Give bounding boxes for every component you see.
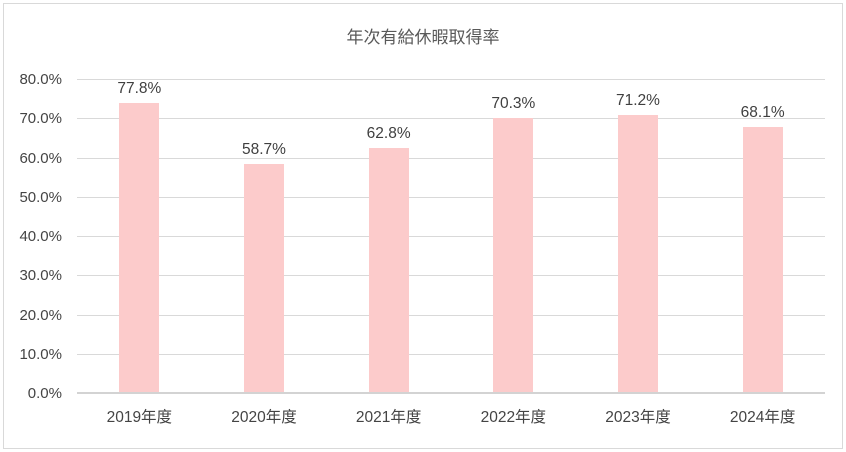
y-axis-tick-label: 20.0% xyxy=(19,306,62,324)
bar xyxy=(617,114,658,394)
bar-slot: 71.2% xyxy=(576,80,701,394)
bar-value-label: 58.7% xyxy=(242,140,286,158)
gridline xyxy=(77,236,825,237)
bar-value-label: 71.2% xyxy=(616,91,660,109)
bar xyxy=(119,103,160,394)
plot-area: 77.8% 58.7% 62.8% 70.3% 71.2% 68.1% xyxy=(77,79,825,394)
bar xyxy=(742,126,783,394)
gridline xyxy=(77,79,825,80)
bar-value-label: 70.3% xyxy=(491,95,536,113)
x-axis-tick-label: 2022年度 xyxy=(480,409,547,426)
bar xyxy=(243,163,284,394)
bar-slot: 62.8% xyxy=(326,80,451,394)
gridline xyxy=(77,353,825,355)
bar xyxy=(493,118,534,394)
bar-slot: 58.7% xyxy=(202,80,327,394)
bar-slot: 70.3% xyxy=(451,80,576,394)
chart-title: 年次有給休暇取得率 xyxy=(346,28,500,47)
gridline xyxy=(77,196,825,198)
y-axis-tick-label: 60.0% xyxy=(19,149,62,167)
x-axis: 2019年度 2020年度 2021年度 2022年度 2023年度 2024年度 xyxy=(77,405,825,429)
x-axis-tick-label: 2021年度 xyxy=(355,409,422,426)
bar-slot: 68.1% xyxy=(700,80,825,394)
gridline xyxy=(77,314,825,316)
y-axis-tick-label: 10.0% xyxy=(19,345,62,363)
bar-value-label: 62.8% xyxy=(366,124,411,142)
x-axis-tick-label: 2020年度 xyxy=(231,409,297,426)
y-axis: 0.0% 10.0% 20.0% 30.0% 40.0% 50.0% 60.0% 70.0% 8… xyxy=(0,72,62,402)
y-axis-tick-label: 0.0% xyxy=(27,385,62,402)
x-axis-tick-label: 2023年度 xyxy=(605,409,671,426)
gridline xyxy=(77,118,825,120)
y-axis-tick-label: 40.0% xyxy=(19,228,62,245)
bar xyxy=(368,147,409,394)
gridline xyxy=(77,157,825,159)
y-axis-tick-label: 50.0% xyxy=(19,188,62,206)
bar-value-label: 77.8% xyxy=(117,80,162,97)
x-axis-tick-label: 2024年度 xyxy=(729,409,796,426)
x-axis-tick-label: 2019年度 xyxy=(106,409,173,426)
x-axis-line xyxy=(77,392,825,394)
gridline xyxy=(77,275,825,277)
y-axis-tick-label: 30.0% xyxy=(19,267,62,285)
y-axis-tick-label: 70.0% xyxy=(19,110,62,128)
bar-value-label: 68.1% xyxy=(740,103,785,121)
y-axis-tick-label: 80.0% xyxy=(19,71,62,88)
bar-slot: 77.8% xyxy=(77,80,202,394)
